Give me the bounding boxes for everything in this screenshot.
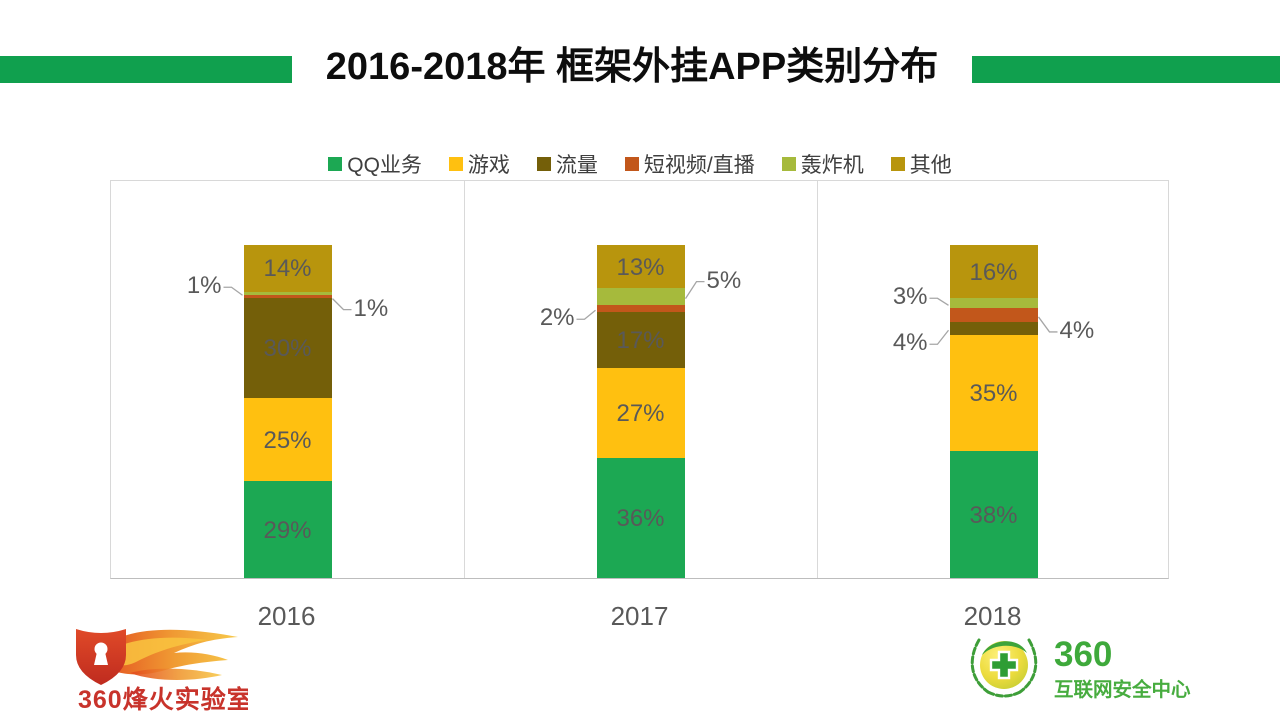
x-axis-label-2018: 2018: [963, 601, 1022, 631]
legend-swatch-icon: [890, 157, 905, 171]
legend-swatch-icon: [781, 157, 796, 171]
callout-leader-line: [576, 309, 596, 320]
legend-item-4: 轰炸机: [781, 149, 864, 179]
chart-plot-area: 29% 25% 30% 1% 1% 14% 36% 27% 17% 2% 5% 13% 38% 35% 4%…: [110, 180, 1169, 579]
bar-callout-label: 4%: [1059, 316, 1095, 344]
legend-label: 游戏: [467, 154, 510, 177]
bar-segment-2017-其他: [596, 245, 685, 289]
callout-leader-line: [1037, 316, 1058, 333]
title-accent-bar-right: [972, 56, 1280, 83]
x-axis-label-2017: 2017: [610, 601, 669, 631]
legend-item-1: 游戏: [448, 149, 510, 179]
plot-column-separator: [464, 181, 465, 578]
bar-value-label: 14%: [263, 255, 312, 283]
bar-segment-2016-其他: [243, 245, 332, 292]
bar-segment-2017-流量: [596, 311, 685, 369]
callout-leader-line: [929, 329, 950, 345]
legend-swatch-icon: [328, 157, 343, 171]
bar-segment-2018-QQ业务: [949, 451, 1038, 578]
globe-cross-icon: [980, 641, 1028, 689]
bar-segment-2016-流量: [243, 298, 332, 399]
legend-item-2: 流量: [536, 149, 598, 179]
bar-segment-2018-其他: [949, 245, 1038, 299]
x-axis-label-2016: 2016: [257, 601, 316, 631]
legend-swatch-icon: [624, 157, 639, 171]
plot-column-separator: [817, 181, 818, 578]
legend-label: 短视频/直播: [643, 154, 755, 177]
bar-segment-2016-短视频/直播: [243, 294, 332, 299]
legend-label: 流量: [555, 154, 598, 177]
bar-value-label: 13%: [616, 253, 665, 281]
logo-center-text: 互联网安全中心: [1054, 678, 1191, 701]
laurel-wreath-icon: [970, 638, 1038, 698]
bar-segment-2017-游戏: [596, 368, 685, 459]
bar-callout-label: 4%: [892, 329, 928, 357]
fire-lab-logo-text: 360烽火实验室: [78, 685, 248, 714]
bar-segment-2018-流量: [949, 321, 1038, 335]
logo-360-text: 360: [1054, 635, 1112, 674]
callout-leader-line: [929, 297, 949, 306]
bar-value-label: 29%: [263, 516, 312, 544]
legend-item-5: 其他: [890, 149, 952, 179]
legend-item-3: 短视频/直播: [624, 149, 755, 179]
bar-segment-2016-游戏: [243, 398, 332, 482]
page-title: 2016-2018年 框架外挂APP类别分布: [325, 46, 939, 88]
bar-callout-label: 3%: [892, 283, 928, 311]
bar-value-label: 36%: [616, 505, 665, 533]
flame-icon: [94, 629, 238, 680]
bar-segment-2017-QQ业务: [596, 458, 685, 578]
bar-segment-2017-轰炸机: [596, 288, 685, 305]
security-center-logo: 360 互联网安全中心: [970, 635, 1191, 701]
legend-label: QQ业务: [347, 154, 422, 177]
shield-icon: [76, 629, 126, 685]
legend-swatch-icon: [448, 157, 463, 171]
bar-value-label: 17%: [616, 326, 665, 354]
bar-callout-label: 1%: [353, 294, 389, 322]
chart-legend: QQ业务 游戏 流量 短视频/直播 轰炸机 其他: [0, 148, 1280, 180]
bar-value-label: 35%: [969, 380, 1018, 408]
bar-value-label: 16%: [969, 258, 1018, 286]
bar-value-label: 30%: [263, 335, 312, 363]
bar-value-label: 38%: [969, 501, 1018, 529]
legend-label: 其他: [909, 154, 952, 177]
bar-segment-2018-游戏: [949, 334, 1038, 452]
bar-segment-2018-短视频/直播: [949, 308, 1038, 322]
legend-item-0: QQ业务: [328, 149, 422, 179]
bar-value-label: 25%: [263, 426, 312, 454]
bar-segment-2016-轰炸机: [243, 291, 332, 295]
bar-segment-2016-QQ业务: [243, 481, 332, 578]
fire-lab-logo: 360烽火实验室: [76, 629, 248, 714]
leader-lines: [223, 280, 1058, 345]
callout-leader-line: [684, 280, 705, 299]
bar-callout-label: 5%: [706, 266, 742, 294]
bar-segment-2018-轰炸机: [949, 298, 1038, 309]
bar-callout-label: 1%: [186, 272, 222, 300]
bar-segment-2017-短视频/直播: [596, 304, 685, 312]
callout-leader-line: [223, 286, 243, 296]
bar-value-label: 27%: [616, 400, 665, 428]
legend-swatch-icon: [536, 157, 551, 171]
callout-leader-line: [332, 298, 352, 311]
bar-callout-label: 2%: [539, 304, 575, 332]
title-accent-bar-left: [0, 56, 292, 83]
legend-label: 轰炸机: [800, 154, 864, 177]
